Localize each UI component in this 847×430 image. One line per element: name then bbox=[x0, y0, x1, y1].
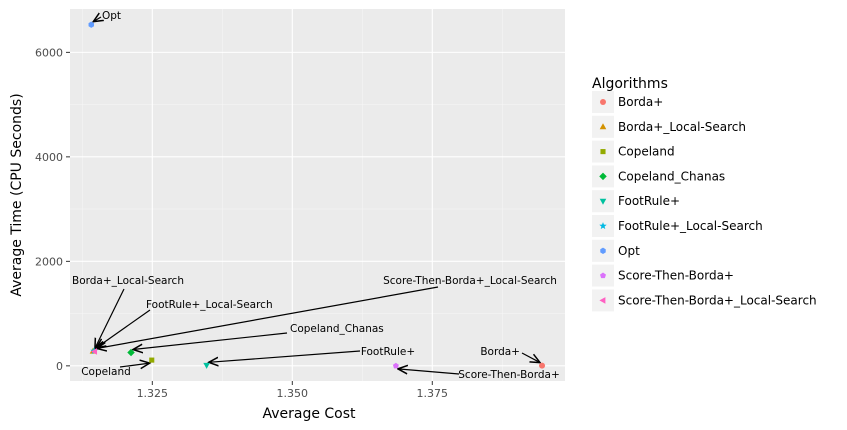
data-points bbox=[88, 21, 546, 369]
y-tick-label: 6000 bbox=[35, 46, 63, 59]
legend-marker bbox=[600, 272, 606, 279]
legend-marker bbox=[599, 172, 607, 181]
annotation-arrow bbox=[521, 352, 540, 363]
x-tick-label: 1.350 bbox=[277, 387, 309, 400]
legend-label: FootRule+_Local-Search bbox=[618, 219, 763, 233]
y-tick-label: 2000 bbox=[35, 255, 63, 268]
data-point bbox=[392, 362, 399, 369]
legend-marker bbox=[599, 297, 606, 304]
x-tick-label: 1.375 bbox=[417, 387, 449, 400]
annotation-arrow bbox=[209, 350, 361, 362]
legend-marker bbox=[600, 99, 606, 105]
x-tick-label: 1.325 bbox=[137, 387, 169, 400]
data-point bbox=[88, 21, 95, 28]
y-axis-title: Average Time (CPU Seconds) bbox=[9, 93, 25, 296]
annotation-arrow bbox=[97, 286, 439, 348]
annotation-label: FootRule+_Local-Search bbox=[146, 299, 273, 311]
legend-marker bbox=[599, 222, 607, 230]
major-gridlines bbox=[70, 9, 565, 381]
legend-title: Algorithms bbox=[592, 76, 668, 92]
legend-label: FootRule+ bbox=[618, 194, 680, 208]
legend-label: Borda+ bbox=[618, 95, 663, 109]
data-point bbox=[149, 357, 155, 363]
legend-label: Borda+_Local-Search bbox=[618, 120, 746, 134]
annotation-arrows bbox=[93, 17, 540, 374]
legend-marker bbox=[599, 123, 607, 130]
legend-marker bbox=[599, 198, 607, 205]
y-axis-ticks: 0 2000 4000 6000 bbox=[35, 46, 70, 373]
annotation-arrow bbox=[133, 332, 288, 350]
legend-label: Score-Then-Borda+_Local-Search bbox=[618, 293, 817, 307]
legend-marker bbox=[600, 247, 606, 254]
legend: Algorithms Borda+ Borda+_Local-Search Cope… bbox=[592, 76, 817, 312]
legend-marker bbox=[600, 149, 606, 155]
legend-label: Opt bbox=[618, 244, 640, 258]
minor-gridlines bbox=[70, 9, 565, 381]
x-axis-ticks: 1.325 1.350 1.375 bbox=[137, 381, 448, 400]
data-point bbox=[539, 362, 546, 369]
y-tick-label: 0 bbox=[56, 360, 63, 373]
data-point bbox=[91, 348, 98, 355]
legend-label: Copeland_Chanas bbox=[618, 169, 725, 183]
annotation-labels: Borda+ Borda+_Local-Search Copeland Copelan… bbox=[72, 10, 560, 381]
annotation-label: Opt bbox=[102, 10, 121, 22]
data-point bbox=[127, 348, 135, 357]
annotation-label: Score-Then-Borda+ bbox=[458, 369, 560, 381]
y-tick-label: 4000 bbox=[35, 151, 63, 164]
annotation-arrow bbox=[398, 369, 460, 374]
annotation-label: FootRule+ bbox=[361, 346, 415, 358]
annotation-arrow bbox=[95, 288, 125, 348]
annotation-arrow bbox=[93, 17, 101, 22]
annotation-label: Copeland bbox=[81, 366, 131, 378]
annotation-label: Borda+ bbox=[480, 346, 520, 358]
legend-label: Score-Then-Borda+ bbox=[618, 269, 734, 283]
annotation-label: Borda+_Local-Search bbox=[72, 275, 184, 287]
legend-label: Copeland bbox=[618, 145, 675, 159]
annotation-label: Copeland_Chanas bbox=[290, 323, 384, 335]
annotation-label: Score-Then-Borda+_Local-Search bbox=[383, 275, 557, 287]
annotation-arrow bbox=[96, 309, 151, 348]
x-axis-title: Average Cost bbox=[262, 406, 356, 422]
data-point bbox=[203, 362, 210, 369]
annotation-arrow bbox=[119, 363, 150, 367]
